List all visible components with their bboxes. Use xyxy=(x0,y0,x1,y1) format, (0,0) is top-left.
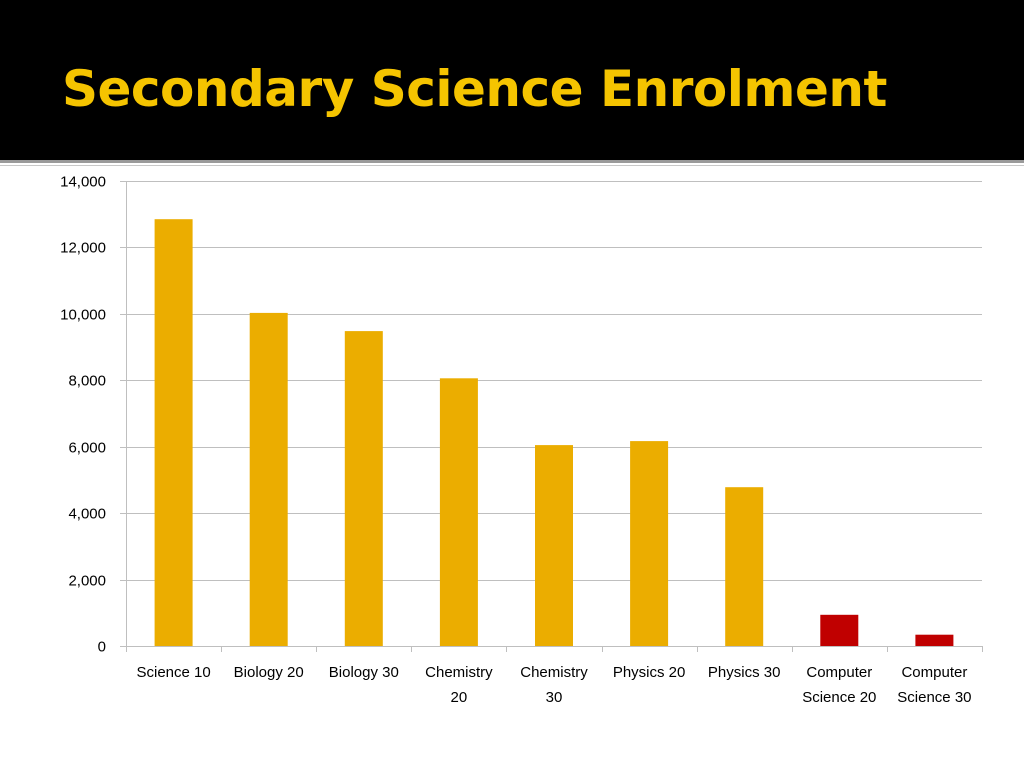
y-tick-label: 0 xyxy=(98,639,106,656)
header-divider-thin xyxy=(0,165,1024,166)
y-tick-label: 2,000 xyxy=(68,573,106,590)
x-tick-label: Physics 20 xyxy=(613,664,686,681)
y-tick-label: 10,000 xyxy=(60,307,106,324)
x-axis-tick-labels: Science 10 Biology 20 Biology 30 Chemistry 2… xyxy=(136,664,971,706)
bar xyxy=(344,331,383,646)
y-tick-label: 12,000 xyxy=(60,240,106,257)
x-tick-label: Physics 30 xyxy=(708,664,781,681)
x-tick-label: Computer Science 20 xyxy=(802,664,876,706)
bars xyxy=(154,219,954,646)
slide-title: Secondary Science Enrolment xyxy=(62,60,887,118)
bar xyxy=(630,441,669,646)
x-tick-label: Science 10 xyxy=(136,664,210,681)
y-tick-label: 6,000 xyxy=(68,440,106,457)
y-tick-label: 8,000 xyxy=(68,373,106,390)
bar xyxy=(725,487,764,646)
header-divider xyxy=(0,160,1024,163)
x-tick-label: Chemistry 20 xyxy=(425,664,493,706)
x-tick-label: Biology 20 xyxy=(234,664,304,681)
bar xyxy=(439,378,478,646)
bar xyxy=(820,614,859,646)
bar xyxy=(249,312,288,646)
bar xyxy=(915,634,954,646)
x-tick-label: Biology 30 xyxy=(329,664,399,681)
x-tick-label: Computer Science 30 xyxy=(897,664,971,706)
axes xyxy=(120,181,983,652)
bar xyxy=(154,219,193,646)
x-tick-label: Chemistry 30 xyxy=(520,664,588,706)
y-tick-label: 4,000 xyxy=(68,506,106,523)
y-tick-label: 14,000 xyxy=(60,174,106,191)
y-axis-tick-labels: 0 2,000 4,000 6,000 8,000 10,000 12,000 14,000 xyxy=(60,174,106,656)
slide-header: Secondary Science Enrolment xyxy=(0,0,1024,160)
bar xyxy=(535,445,573,646)
